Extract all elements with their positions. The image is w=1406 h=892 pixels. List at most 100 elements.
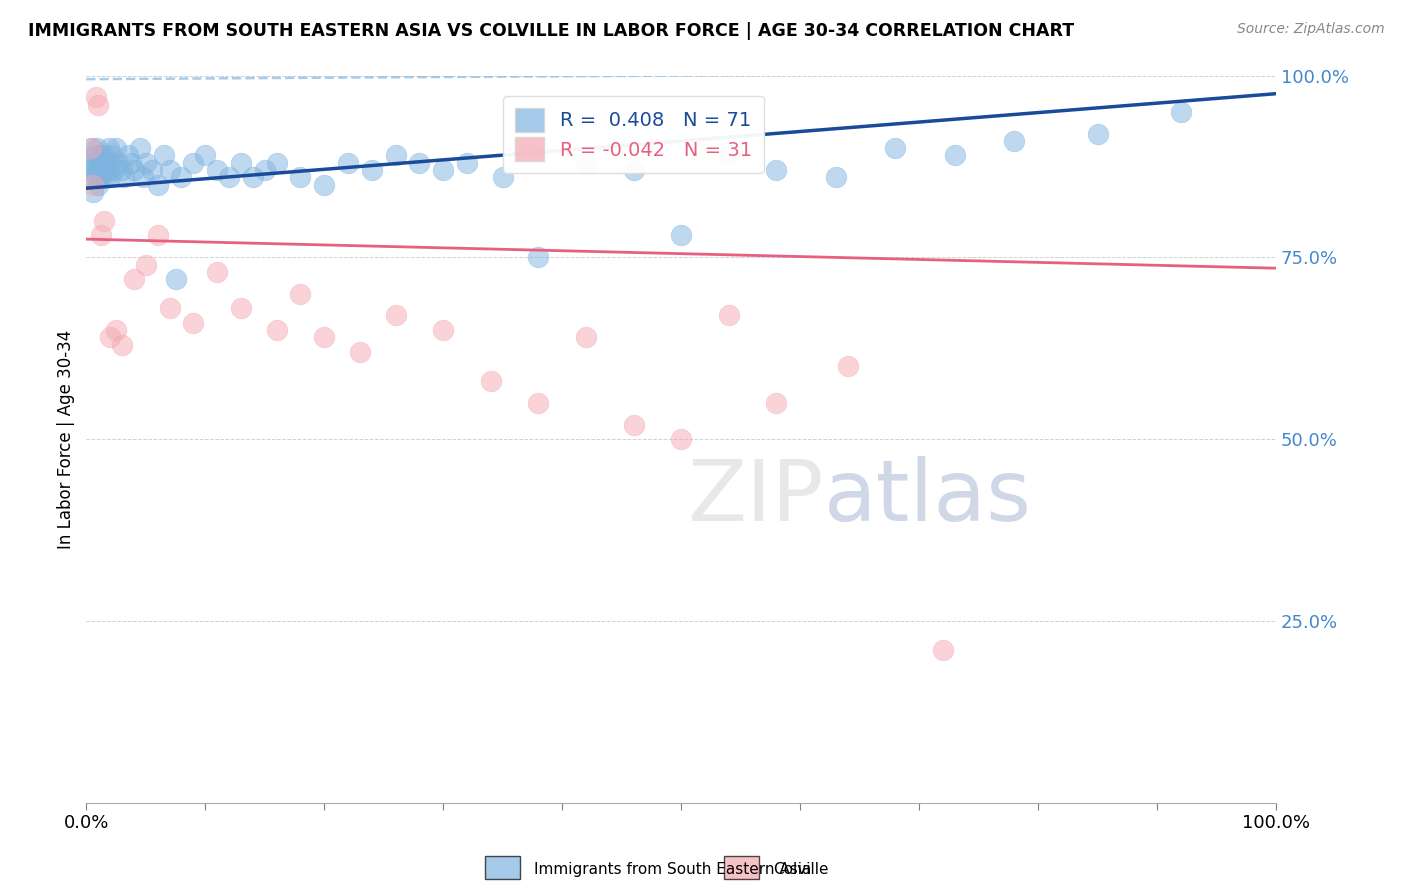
- Point: [575, 155, 598, 169]
- Point: [183, 316, 205, 330]
- Point: [229, 155, 252, 169]
- Point: [717, 148, 740, 162]
- Point: [93, 163, 115, 178]
- Point: [111, 337, 134, 351]
- Point: [107, 155, 129, 169]
- Point: [943, 148, 966, 162]
- Point: [575, 330, 598, 344]
- Point: [229, 301, 252, 315]
- Point: [87, 163, 110, 178]
- Point: [932, 643, 955, 657]
- Point: [86, 141, 108, 155]
- Point: [253, 163, 276, 178]
- Point: [146, 228, 169, 243]
- Point: [349, 344, 371, 359]
- Point: [824, 170, 846, 185]
- Point: [242, 170, 264, 185]
- Point: [205, 265, 228, 279]
- Point: [1002, 134, 1025, 148]
- Point: [170, 170, 193, 185]
- Point: [159, 301, 181, 315]
- Point: [290, 286, 312, 301]
- Text: IMMIGRANTS FROM SOUTH EASTERN ASIA VS COLVILLE IN LABOR FORCE | AGE 30-34 CORREL: IMMIGRANTS FROM SOUTH EASTERN ASIA VS CO…: [28, 22, 1074, 40]
- Point: [159, 163, 181, 178]
- Point: [82, 163, 104, 178]
- Point: [492, 170, 515, 185]
- Point: [93, 148, 115, 162]
- Point: [89, 155, 111, 169]
- Point: [90, 170, 112, 185]
- Legend: R =  0.408   N = 71, R = -0.042   N = 31: R = 0.408 N = 71, R = -0.042 N = 31: [503, 96, 763, 173]
- Point: [90, 228, 112, 243]
- Point: [80, 141, 103, 155]
- Point: [623, 163, 645, 178]
- Point: [84, 155, 107, 169]
- Point: [1087, 127, 1109, 141]
- Point: [135, 155, 157, 169]
- Point: [132, 170, 155, 185]
- Point: [96, 155, 118, 169]
- Point: [83, 148, 105, 162]
- Point: [87, 97, 110, 112]
- Text: Colville: Colville: [773, 863, 828, 877]
- Point: [266, 323, 288, 337]
- Point: [384, 309, 406, 323]
- Point: [218, 170, 240, 185]
- Point: [128, 141, 150, 155]
- Point: [94, 170, 117, 185]
- Point: [337, 155, 360, 169]
- Point: [101, 148, 124, 162]
- Point: [80, 170, 103, 185]
- Point: [408, 155, 430, 169]
- Point: [103, 163, 125, 178]
- Point: [122, 163, 145, 178]
- Point: [112, 170, 135, 185]
- Point: [360, 163, 382, 178]
- Point: [87, 178, 110, 192]
- Point: [384, 148, 406, 162]
- Point: [314, 330, 336, 344]
- Text: Source: ZipAtlas.com: Source: ZipAtlas.com: [1237, 22, 1385, 37]
- Point: [121, 155, 143, 169]
- Text: Immigrants from South Eastern Asia: Immigrants from South Eastern Asia: [534, 863, 811, 877]
- Point: [146, 178, 169, 192]
- Point: [527, 395, 550, 409]
- Point: [194, 148, 217, 162]
- Point: [765, 163, 787, 178]
- Point: [97, 141, 120, 155]
- Point: [105, 323, 128, 337]
- Point: [91, 155, 114, 169]
- Point: [183, 155, 205, 169]
- Point: [314, 178, 336, 192]
- Point: [152, 148, 174, 162]
- Point: [266, 155, 288, 169]
- Point: [82, 141, 104, 155]
- Point: [527, 250, 550, 264]
- Point: [82, 178, 104, 192]
- Point: [1170, 104, 1192, 119]
- Point: [669, 228, 692, 243]
- Point: [479, 374, 502, 388]
- Point: [98, 155, 121, 169]
- Text: ZIP: ZIP: [688, 456, 824, 539]
- Point: [98, 170, 121, 185]
- Point: [290, 170, 312, 185]
- Point: [111, 163, 134, 178]
- Point: [141, 163, 163, 178]
- Point: [97, 163, 120, 178]
- Point: [717, 309, 740, 323]
- Point: [105, 141, 128, 155]
- Text: atlas: atlas: [824, 456, 1032, 539]
- Point: [135, 258, 157, 272]
- FancyBboxPatch shape: [485, 856, 520, 879]
- Point: [669, 432, 692, 446]
- Point: [90, 148, 112, 162]
- Point: [79, 155, 101, 169]
- Point: [623, 417, 645, 432]
- Point: [82, 185, 104, 199]
- Point: [765, 395, 787, 409]
- Point: [884, 141, 907, 155]
- Point: [90, 163, 112, 178]
- Point: [432, 163, 454, 178]
- Point: [432, 323, 454, 337]
